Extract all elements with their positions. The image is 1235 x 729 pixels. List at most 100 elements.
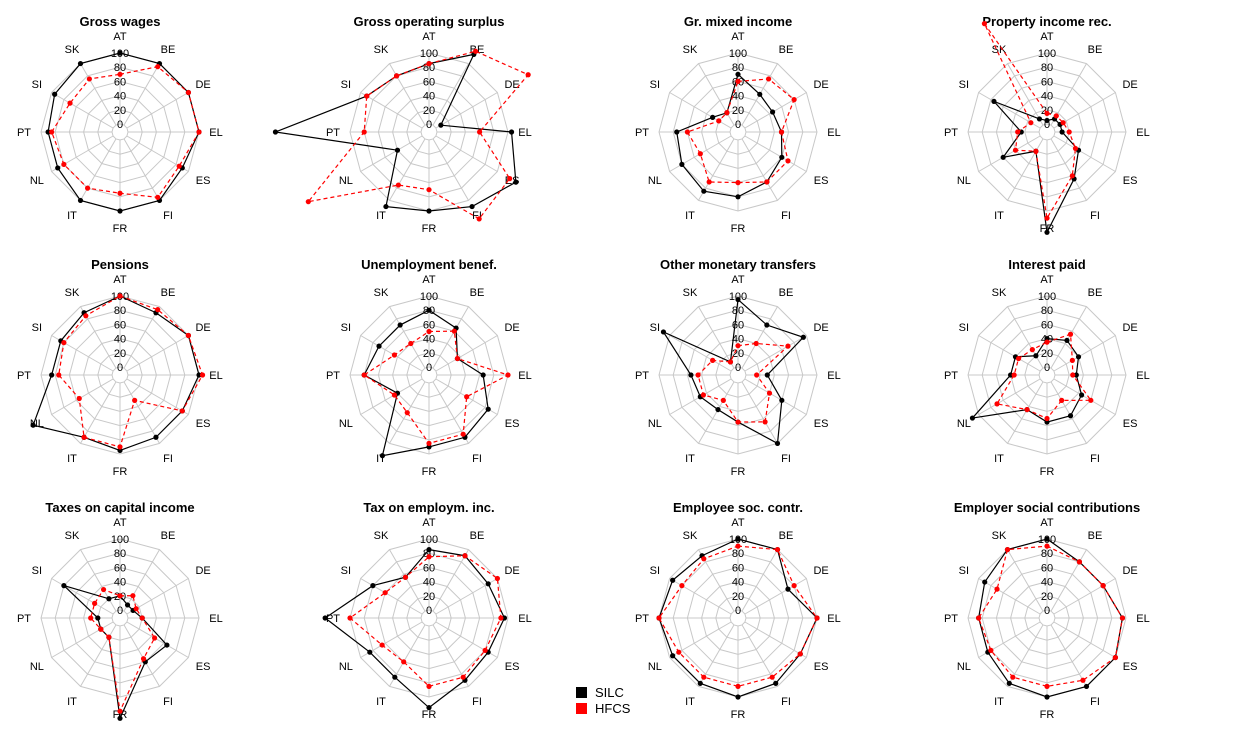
data-point-hfcs-de bbox=[185, 332, 192, 339]
radar-panel-other-monetary-transfers: 020406080100ATBEDEELESFIFRITNLPTSISKOthe… bbox=[635, 257, 841, 478]
data-point-hfcs-nl bbox=[988, 647, 994, 654]
axis-label-at: AT bbox=[422, 31, 436, 43]
data-point-hfcs-sk bbox=[100, 586, 107, 593]
radar-panel-tax-on-employm-inc: 020406080100ATBEDEELESFIFRITNLPTSISKTax … bbox=[322, 500, 532, 721]
data-point-hfcs-es bbox=[176, 163, 182, 169]
data-point-silc-it bbox=[383, 203, 389, 210]
axis-label-de: DE bbox=[195, 565, 210, 577]
data-point-hfcs-nl bbox=[697, 151, 703, 157]
tick-label: 20 bbox=[732, 348, 744, 360]
data-point-hfcs-be bbox=[1076, 559, 1082, 565]
axis-label-it: IT bbox=[994, 210, 1004, 222]
data-point-hfcs-si bbox=[716, 118, 722, 124]
data-point-hfcs-at bbox=[735, 543, 741, 549]
data-point-hfcs-el bbox=[196, 129, 202, 135]
tick-label: 100 bbox=[1038, 291, 1056, 303]
tick-label: 40 bbox=[114, 91, 126, 103]
data-point-hfcs-es bbox=[1112, 654, 1119, 661]
data-point-hfcs-pt bbox=[695, 372, 701, 378]
data-point-hfcs-fr bbox=[735, 419, 741, 425]
axis-label-it: IT bbox=[994, 696, 1004, 708]
tick-label: 0 bbox=[117, 362, 123, 374]
data-point-hfcs-pt bbox=[1011, 372, 1017, 378]
data-point-hfcs-el bbox=[477, 129, 483, 135]
radar-panel-employee-soc-contr: 020406080100ATBEDEELESFIFRITNLPTSISKEmpl… bbox=[635, 500, 841, 721]
data-point-hfcs-el bbox=[498, 615, 504, 621]
axis-label-si: SI bbox=[650, 79, 660, 91]
tick-label: 0 bbox=[426, 119, 432, 131]
tick-label: 20 bbox=[1041, 591, 1053, 603]
axis-label-sk: SK bbox=[992, 530, 1007, 542]
axis-label-es: ES bbox=[196, 418, 211, 430]
data-point-silc-si bbox=[982, 579, 988, 585]
tick-label: 20 bbox=[114, 105, 126, 117]
data-point-silc-si bbox=[52, 91, 58, 97]
axis-label-fi: FI bbox=[781, 210, 791, 222]
tick-label: 100 bbox=[1038, 48, 1056, 60]
data-point-silc-fr bbox=[426, 705, 432, 711]
data-point-hfcs-el bbox=[139, 615, 145, 621]
data-point-hfcs-it bbox=[81, 434, 87, 440]
axis-label-pt: PT bbox=[944, 613, 958, 625]
data-point-hfcs-nl bbox=[1012, 147, 1019, 153]
axis-label-fi: FI bbox=[472, 453, 482, 465]
grid-spoke bbox=[80, 63, 117, 126]
tick-label: 60 bbox=[114, 319, 126, 331]
axis-label-fi: FI bbox=[1090, 210, 1100, 222]
axis-label-es: ES bbox=[1123, 175, 1138, 187]
data-point-silc-pt bbox=[95, 615, 101, 621]
axis-label-fi: FI bbox=[472, 696, 482, 708]
data-point-silc-de bbox=[785, 586, 791, 592]
axis-label-at: AT bbox=[1040, 274, 1054, 286]
tick-label: 60 bbox=[423, 319, 435, 331]
radar-panel-gr-mixed-income: 020406080100ATBEDEELESFIFRITNLPTSISKGr. … bbox=[635, 14, 841, 235]
axis-label-sk: SK bbox=[683, 44, 698, 56]
axis-label-fi: FI bbox=[163, 210, 173, 222]
data-point-hfcs-de bbox=[133, 606, 139, 612]
grid-spoke bbox=[1053, 621, 1116, 658]
data-point-hfcs-it bbox=[1010, 674, 1016, 680]
axis-label-fi: FI bbox=[163, 696, 173, 708]
axis-label-si: SI bbox=[650, 565, 660, 577]
data-point-silc-pt bbox=[322, 615, 328, 621]
axis-label-de: DE bbox=[504, 79, 519, 91]
data-point-silc-fr bbox=[735, 694, 741, 700]
tick-label: 100 bbox=[111, 534, 129, 546]
data-point-hfcs-at bbox=[1044, 339, 1050, 345]
tick-label: 80 bbox=[732, 62, 744, 74]
data-point-silc-sk bbox=[77, 60, 84, 67]
data-point-hfcs-fr bbox=[1044, 215, 1050, 221]
data-point-hfcs-be bbox=[753, 340, 759, 347]
series-line-silc bbox=[324, 549, 506, 709]
data-point-silc-es bbox=[513, 179, 519, 185]
data-point-silc-pt bbox=[688, 372, 694, 378]
data-point-hfcs-pt bbox=[361, 129, 367, 135]
tick-label: 20 bbox=[732, 105, 744, 117]
axis-label-si: SI bbox=[650, 322, 660, 334]
axis-label-at: AT bbox=[113, 31, 127, 43]
axis-label-it: IT bbox=[685, 696, 695, 708]
axis-label-pt: PT bbox=[944, 127, 958, 139]
tick-label: 0 bbox=[117, 119, 123, 131]
tick-label: 80 bbox=[732, 548, 744, 560]
data-point-hfcs-it bbox=[706, 179, 712, 185]
data-point-silc-es bbox=[485, 406, 491, 412]
axis-label-fr: FR bbox=[731, 466, 746, 478]
data-point-silc-si bbox=[670, 577, 676, 583]
axis-label-el: EL bbox=[518, 127, 531, 139]
data-point-silc-de bbox=[485, 581, 491, 587]
data-point-silc-it bbox=[379, 453, 385, 459]
tick-label: 40 bbox=[732, 334, 744, 346]
grid-spoke bbox=[360, 92, 423, 129]
grid-spoke bbox=[741, 306, 778, 369]
axis-label-sk: SK bbox=[683, 530, 698, 542]
axis-label-es: ES bbox=[196, 661, 211, 673]
data-point-hfcs-at bbox=[735, 343, 741, 349]
data-point-hfcs-at bbox=[117, 71, 123, 77]
radar-panel-employer-social-contributions: 020406080100ATBEDEELESFIFRITNLPTSISKEmpl… bbox=[944, 500, 1150, 721]
data-point-hfcs-pt bbox=[976, 615, 982, 621]
data-point-hfcs-nl bbox=[76, 395, 82, 402]
axis-label-si: SI bbox=[32, 79, 42, 91]
radar-panel-unemployment-benef: 020406080100ATBEDEELESFIFRITNLPTSISKUnem… bbox=[326, 257, 532, 478]
data-point-hfcs-el bbox=[505, 372, 511, 378]
